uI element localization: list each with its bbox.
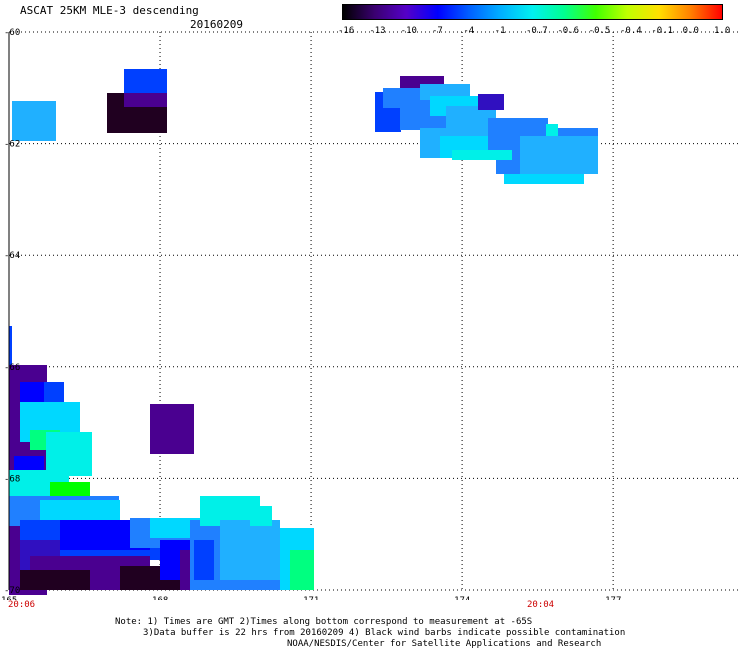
map-title: ASCAT 25KM MLE-3 descending [20, 4, 199, 17]
data-swath [9, 69, 598, 595]
colorbar-label: -0.7 [526, 26, 548, 36]
lon-label: 165 [1, 596, 17, 600]
colorbar-label: 0.0 [682, 26, 699, 36]
colorbar-label: -16 [338, 26, 355, 36]
footer-note-2: 3)Data buffer is 22 hrs from 20160209 4)… [143, 628, 626, 638]
colorbar-label: -7 [432, 26, 443, 36]
swath-cell [290, 550, 314, 590]
footer-note-3: NOAA/NESDIS/Center for Satellite Applica… [287, 639, 602, 649]
lat-label: -62 [4, 140, 20, 150]
lat-label: -60 [4, 28, 20, 38]
lat-label: -70 [4, 586, 20, 596]
colorbar-label: -4 [463, 26, 475, 36]
colorbar-label: -10 [400, 26, 417, 36]
swath-cell [520, 136, 598, 174]
colorbar-label: -0.4 [620, 26, 642, 36]
lat-label: -66 [4, 363, 20, 373]
time-label-right: 20:04 [527, 600, 555, 610]
swath-cell [546, 124, 558, 136]
swath-cell [14, 456, 44, 472]
colorbar-label: -0.6 [557, 26, 580, 36]
swath-cell [20, 570, 90, 590]
swath-cell [250, 506, 272, 526]
colorbar [342, 4, 723, 20]
swath-cell [124, 93, 167, 107]
map-date: 20160209 [190, 18, 243, 31]
colorbar-label: -13 [369, 26, 386, 36]
map-plot: -60 -62 -64 -66 -68 -70165 168 171 174 177 [1, 28, 739, 600]
footer-note-1: Note: 1) Times are GMT 2)Times along bot… [115, 617, 533, 627]
swath-cell [504, 174, 584, 184]
colorbar-label: -0.5 [588, 26, 611, 36]
lat-label: -68 [4, 474, 20, 484]
lon-label: 168 [152, 596, 168, 600]
swath-cell [12, 101, 56, 141]
map-axes: -60 -62 -64 -66 -68 -70165 168 171 174 177 [1, 28, 621, 600]
colorbar-label: 1.0 [714, 26, 731, 36]
swath-cell [220, 520, 280, 580]
colorbar-label: -1 [494, 26, 506, 36]
swath-cell [40, 500, 120, 520]
lon-label: 174 [454, 596, 470, 600]
time-label-left: 20:06 [8, 600, 36, 610]
swath-cell [50, 482, 90, 498]
lon-label: 177 [605, 596, 621, 600]
swath-cell [194, 540, 214, 580]
lat-label: -64 [4, 251, 20, 261]
swath-cell [124, 69, 167, 93]
lon-label: 171 [303, 596, 319, 600]
colorbar-label: -0.1 [651, 26, 674, 36]
swath-cell [150, 404, 194, 454]
swath-cell [452, 150, 512, 160]
swath-cell [478, 94, 504, 110]
swath-cell [46, 432, 92, 476]
